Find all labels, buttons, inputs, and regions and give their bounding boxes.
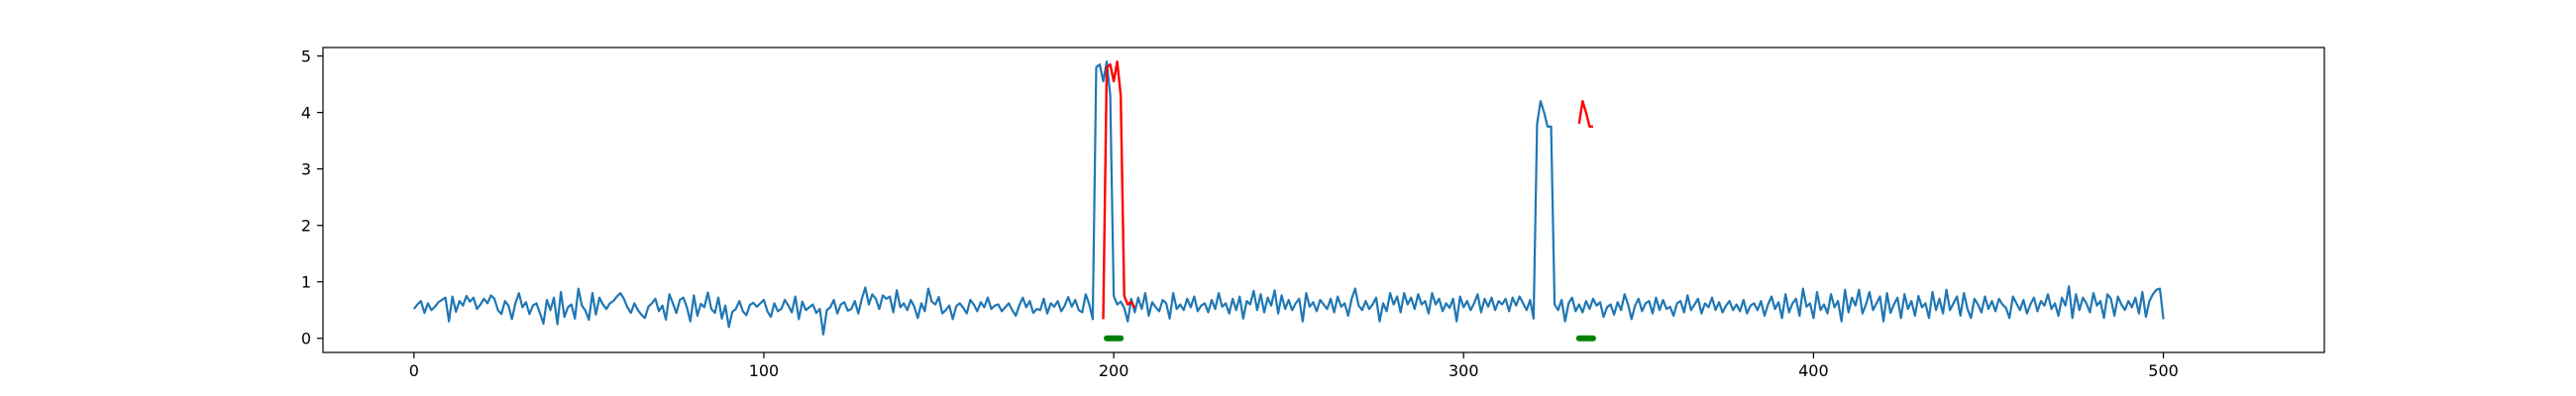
x-tick-label: 200 (1099, 361, 1129, 380)
x-tick-label: 500 (2148, 361, 2179, 380)
y-tick-label: 5 (301, 48, 311, 66)
x-tick-label: 100 (749, 361, 780, 380)
x-tick-label: 300 (1449, 361, 1479, 380)
y-tick-label: 4 (301, 104, 311, 123)
anomaly-layer (1102, 60, 1593, 320)
y-tick-label: 0 (301, 330, 311, 348)
y-tick-label: 3 (301, 160, 311, 179)
x-tick-label: 400 (1798, 361, 1829, 380)
y-tick-label: 1 (301, 273, 311, 292)
series-line-0 (412, 60, 2165, 336)
plot-frame (322, 47, 2325, 353)
y-axis: 0 1 2 3 4 5 (301, 48, 323, 348)
anomaly-segment-1 (1577, 99, 1593, 129)
y-tick-label: 2 (301, 217, 311, 236)
anomaly-segment-0 (1102, 60, 1136, 320)
x-tick-label: 0 (409, 361, 419, 380)
series-layer (412, 60, 2165, 336)
x-axis: 0 100 200 300 400 500 (409, 352, 2179, 380)
